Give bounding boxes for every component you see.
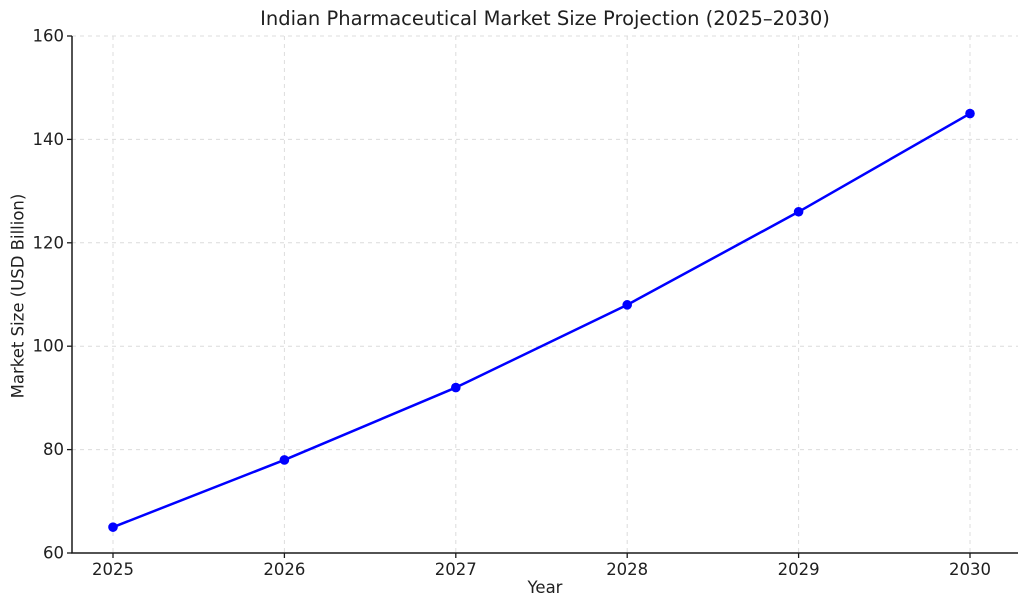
x-tick-label: 2025 [92,560,134,579]
chart-title: Indian Pharmaceutical Market Size Projec… [260,7,830,30]
data-point [279,455,290,465]
y-tick-label: 80 [43,440,64,459]
x-tick-label: 2028 [606,560,648,579]
y-tick-label: 120 [33,233,65,252]
data-point [965,108,975,119]
data-point [622,300,632,310]
y-tick-label: 140 [33,130,65,149]
data-point [793,206,804,217]
x-tick-label: 2030 [949,560,991,579]
y-tick-label: 60 [43,544,64,563]
x-tick-label: 2029 [778,560,820,579]
data-line [111,112,972,529]
data-point [108,522,118,532]
x-axis-label: Year [527,578,563,597]
data-point [451,382,461,393]
x-tick-label: 2027 [435,560,477,579]
y-tick-label: 100 [33,337,65,356]
x-tick-label: 2026 [263,560,305,579]
y-axis-label: Market Size (USD Billion) [8,193,28,399]
y-tick-label: 160 [33,27,65,46]
